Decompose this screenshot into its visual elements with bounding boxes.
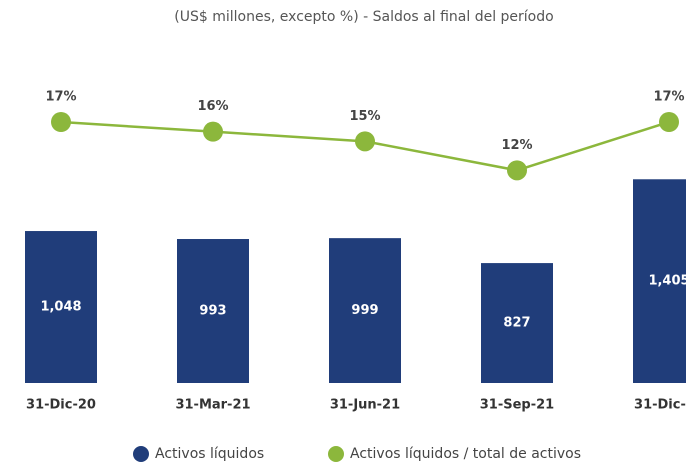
x-tick-label: 31-Dic-21 — [634, 398, 686, 413]
bar — [177, 239, 249, 383]
line-point — [659, 112, 679, 132]
data-label: 12% — [501, 138, 532, 153]
line-point — [355, 131, 375, 152]
data-label: 1,048 — [40, 300, 81, 315]
line-point — [507, 160, 527, 181]
data-label: 17% — [653, 90, 684, 105]
data-label: 999 — [351, 303, 378, 318]
legend-swatch — [328, 446, 344, 462]
bar — [329, 238, 401, 383]
legend-label: Activos líquidos / total de activos — [350, 446, 581, 462]
data-label: 993 — [199, 304, 226, 319]
chart-title: (US$ millones, excepto %) - Saldos al fi… — [174, 9, 553, 25]
x-tick-label: 31-Jun-21 — [330, 398, 400, 413]
data-label: 15% — [349, 109, 380, 124]
data-label: 827 — [503, 316, 530, 331]
bar — [25, 231, 97, 383]
legend-label: Activos líquidos — [155, 446, 264, 462]
bar — [633, 179, 686, 383]
x-tick-label: 31-Sep-21 — [480, 398, 554, 413]
x-tick-label: 31-Dic-20 — [26, 398, 96, 413]
data-label: 16% — [197, 99, 228, 114]
line-point — [51, 112, 71, 132]
data-label: 17% — [45, 90, 76, 105]
legend-swatch — [133, 446, 149, 462]
data-label: 1,405 — [648, 274, 686, 289]
bar — [481, 263, 553, 383]
line-point — [203, 121, 223, 142]
x-tick-label: 31-Mar-21 — [175, 398, 250, 413]
